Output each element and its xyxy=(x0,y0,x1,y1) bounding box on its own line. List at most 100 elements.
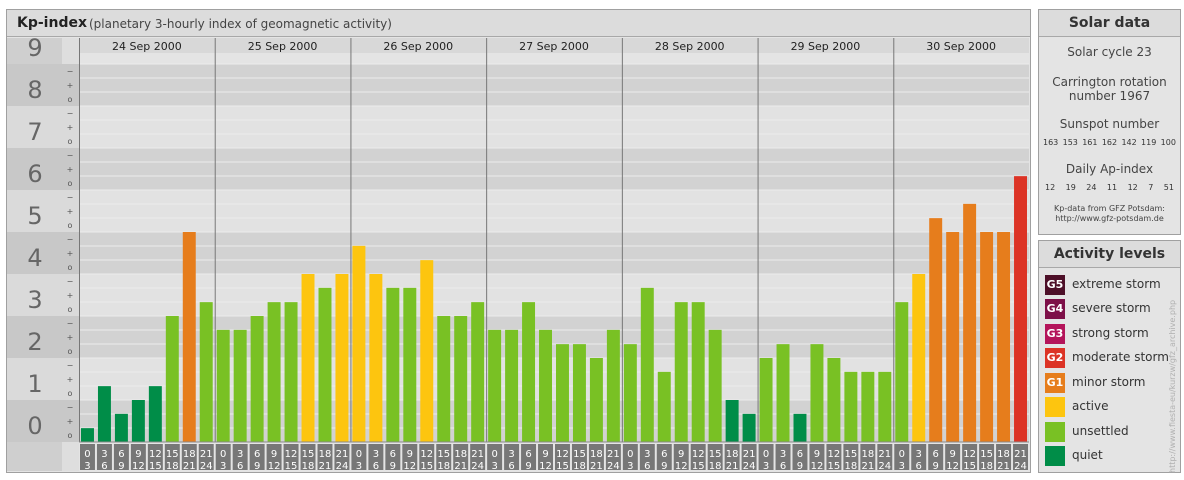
hour-end-label: 21 xyxy=(183,461,196,472)
legend-swatch-g1: G1 xyxy=(1045,373,1065,393)
hour-start-label: 3 xyxy=(101,449,107,460)
sunspot-values: 163 153 161 162 142 119 100 xyxy=(1043,138,1176,147)
sunspot-title: Sunspot number xyxy=(1059,117,1160,131)
y-band xyxy=(79,64,1029,106)
minor-mark-label: o xyxy=(68,347,73,356)
y-band xyxy=(79,274,1029,316)
kp-bar xyxy=(420,260,434,442)
minor-mark-label: + xyxy=(67,81,74,90)
hour-box xyxy=(860,444,876,470)
y-tick-label: 5 xyxy=(27,202,42,230)
activity-levels-legend: Activity levels G5 extreme storm G4 seve… xyxy=(1038,240,1181,473)
kp-bar xyxy=(1014,176,1027,442)
hour-box xyxy=(402,444,418,470)
hour-start-label: 12 xyxy=(692,449,705,460)
hour-end-label: 24 xyxy=(607,461,620,472)
hour-end-label: 9 xyxy=(797,461,803,472)
kp-bar xyxy=(403,287,417,442)
kp-bar xyxy=(369,274,383,442)
hour-box xyxy=(690,444,706,470)
hour-end-label: 12 xyxy=(675,461,688,472)
hour-box xyxy=(334,444,350,470)
hour-box xyxy=(758,444,774,470)
hour-start-label: 21 xyxy=(471,449,484,460)
hour-box xyxy=(962,444,978,470)
hour-end-label: 21 xyxy=(319,461,332,472)
kp-bar xyxy=(844,371,858,442)
hour-start-label: 0 xyxy=(899,449,905,460)
hour-end-label: 3 xyxy=(356,461,362,472)
ap-index-title: Daily Ap-index xyxy=(1065,162,1154,176)
day-label: 30 Sep 2000 xyxy=(926,40,996,53)
kp-bar xyxy=(657,371,671,442)
y-band-label xyxy=(7,232,79,274)
hour-end-label: 9 xyxy=(661,461,667,472)
hour-box xyxy=(504,444,520,470)
hour-end-label: 24 xyxy=(878,461,891,472)
minor-mark-label: − xyxy=(67,361,74,370)
y-tick-label: 8 xyxy=(27,76,42,104)
sunspot-value: 162 xyxy=(1101,138,1118,147)
hour-start-label: 6 xyxy=(390,449,396,460)
y-tick-label: 1 xyxy=(27,370,42,398)
hour-start-label: 18 xyxy=(726,449,739,460)
hour-end-label: 9 xyxy=(933,461,939,472)
hour-box xyxy=(470,444,486,470)
hour-start-label: 9 xyxy=(949,449,955,460)
source-watermark: http://www.fiesta-eu/kurzw/gfz_archive.p… xyxy=(1168,299,1177,473)
sunspot-value: 161 xyxy=(1082,138,1098,147)
solar-cycle: Solar cycle 23 xyxy=(1067,45,1152,59)
hour-start-label: 18 xyxy=(997,449,1010,460)
hour-box xyxy=(605,444,621,470)
hour-start-label: 9 xyxy=(678,449,684,460)
hour-start-label: 12 xyxy=(285,449,298,460)
minor-mark-label: + xyxy=(67,249,74,258)
hour-box xyxy=(741,444,757,470)
solar-data-title: Solar data xyxy=(1039,10,1180,37)
data-source-link[interactable]: http://www.gfz-potsdam.de xyxy=(1055,214,1164,223)
sunspot-value: 119 xyxy=(1141,138,1157,147)
ap-value: 24 xyxy=(1086,183,1097,192)
hour-box xyxy=(249,444,265,470)
hour-box xyxy=(130,444,146,470)
hour-box xyxy=(232,444,248,470)
hour-end-label: 9 xyxy=(525,461,531,472)
hour-box xyxy=(385,444,401,470)
kp-bar xyxy=(81,428,94,442)
hour-end-label: 24 xyxy=(200,461,213,472)
hour-box xyxy=(843,444,859,470)
minor-mark-label: + xyxy=(67,165,74,174)
hour-start-label: 21 xyxy=(607,449,620,460)
hour-start-label: 3 xyxy=(508,449,514,460)
hour-box xyxy=(283,444,299,470)
y-band-label xyxy=(7,148,79,190)
hour-start-label: 18 xyxy=(454,449,467,460)
hour-end-label: 9 xyxy=(254,461,260,472)
y-band xyxy=(79,106,1029,148)
hour-box xyxy=(147,444,163,470)
hour-end-label: 6 xyxy=(508,461,514,472)
legend-swatch-g3: G3 xyxy=(1045,324,1065,344)
hour-end-label: 12 xyxy=(539,461,552,472)
hour-start-label: 18 xyxy=(861,449,874,460)
hour-start-label: 15 xyxy=(437,449,450,460)
hour-start-label: 15 xyxy=(709,449,722,460)
chart-title: Kp-index xyxy=(17,15,87,31)
legend-label: severe storm xyxy=(1072,301,1151,315)
hour-box xyxy=(911,444,927,470)
kp-bar xyxy=(572,344,586,442)
hour-end-label: 18 xyxy=(437,461,450,472)
hour-end-label: 24 xyxy=(1014,461,1027,472)
hour-box xyxy=(198,444,214,470)
kp-bar xyxy=(97,386,111,442)
sunspot-value: 163 xyxy=(1043,138,1059,147)
kp-bar xyxy=(725,400,739,442)
hour-start-label: 6 xyxy=(661,449,667,460)
y-band-label xyxy=(7,400,79,442)
day-label: 25 Sep 2000 xyxy=(248,40,318,53)
legend-label: moderate storm xyxy=(1072,350,1169,364)
hour-start-label: 12 xyxy=(963,449,976,460)
hour-start-label: 12 xyxy=(556,449,569,460)
legend-label: unsettled xyxy=(1072,424,1129,438)
ap-index-values: 12 19 24 11 12 7 51 xyxy=(1045,183,1174,192)
